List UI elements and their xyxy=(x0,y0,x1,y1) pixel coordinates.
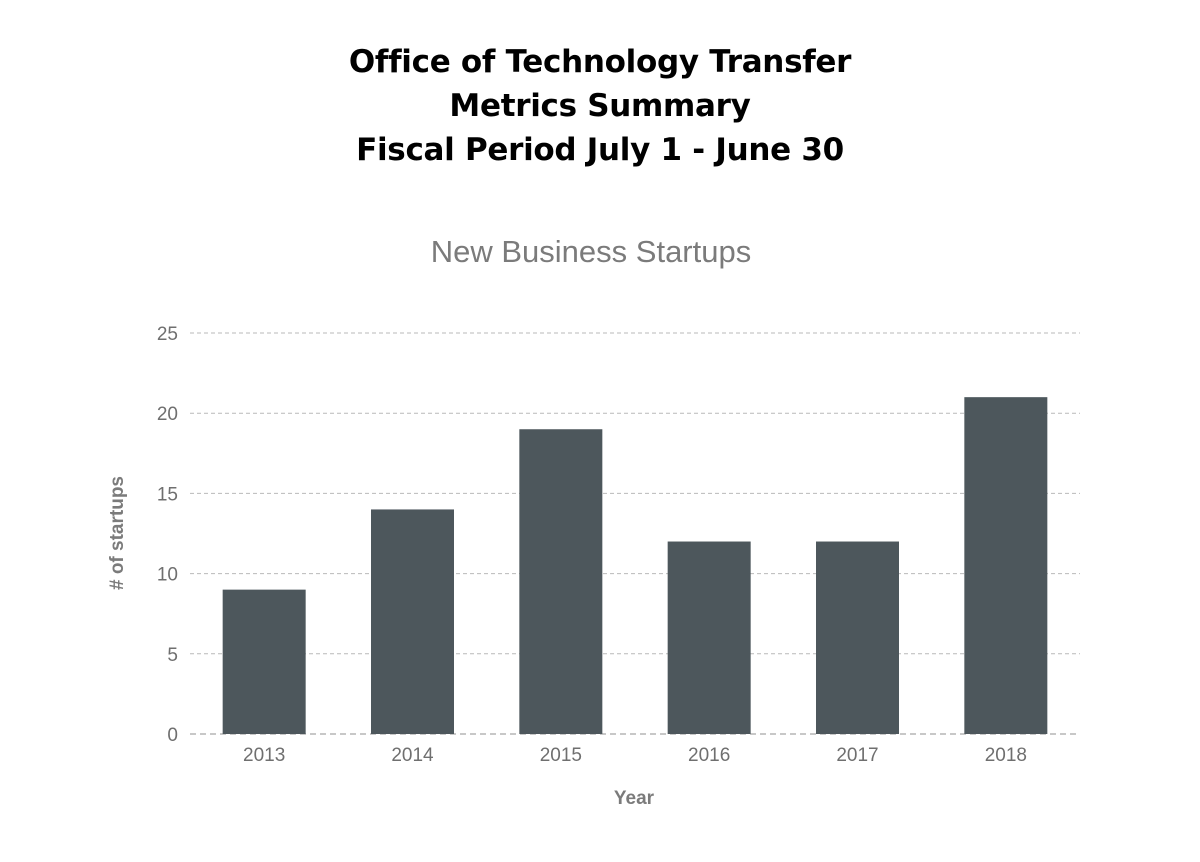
bar-2017 xyxy=(816,541,899,734)
header-title: Office of Technology Transfer xyxy=(348,44,852,80)
y-axis-label: # of startups xyxy=(107,476,128,590)
gridlines xyxy=(190,332,1080,735)
x-axis-label: Year xyxy=(614,788,655,809)
header-fiscal-period: Fiscal Period July 1 - June 30 xyxy=(356,132,844,168)
report-header: Office of Technology Transfer Metrics Su… xyxy=(0,40,1200,172)
bar-2015 xyxy=(519,429,603,734)
y-tick-label: 25 xyxy=(157,324,178,345)
y-tick-label: 0 xyxy=(167,725,178,746)
x-tick-label: 2014 xyxy=(391,745,434,766)
x-axis-ticks: 2013 2014 2015 2016 2017 2018 xyxy=(243,745,1027,766)
y-axis-ticks: 0 5 10 15 20 25 xyxy=(157,324,178,746)
x-tick-label: 2017 xyxy=(836,745,878,766)
x-tick-label: 2015 xyxy=(540,745,582,766)
chart-title: New Business Startups xyxy=(431,234,751,269)
y-tick-label: 5 xyxy=(167,645,178,666)
y-tick-label: 20 xyxy=(157,404,178,425)
bar-2014 xyxy=(371,509,454,734)
y-tick-label: 15 xyxy=(157,484,178,505)
x-tick-label: 2016 xyxy=(688,745,730,766)
bar-2016 xyxy=(667,541,751,734)
bars xyxy=(222,397,1048,734)
y-tick-label: 10 xyxy=(157,565,178,586)
bar-2018 xyxy=(964,397,1048,734)
x-tick-label: 2018 xyxy=(985,745,1027,766)
bar-2013 xyxy=(222,589,306,734)
header-subtitle: Metrics Summary xyxy=(449,88,751,124)
x-tick-label: 2013 xyxy=(243,745,285,766)
